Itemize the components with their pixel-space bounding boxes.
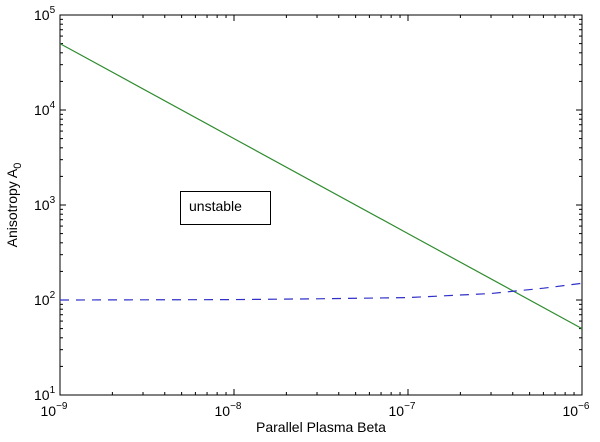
dashed-series-line — [59, 282, 583, 301]
series-layer — [59, 43, 583, 330]
solid-series-line — [59, 43, 583, 330]
y-tick-label: 101 — [34, 385, 56, 403]
y-axis-label: Anisotropy A0 — [4, 163, 24, 248]
x-axis-label: Parallel Plasma Beta — [256, 419, 386, 435]
plot-area — [59, 14, 583, 396]
x-tick-label: 10−6 — [563, 401, 590, 419]
y-tick-label: 103 — [34, 195, 56, 213]
x-tick-label: 10−9 — [41, 401, 68, 419]
x-tick-label: 10−7 — [389, 401, 416, 419]
y-tick-label: 105 — [34, 5, 56, 23]
unstable-annotation: unstable — [180, 191, 271, 225]
y-tick-labels: 101 102 103 104 105 — [34, 5, 56, 403]
x-tick-label: 10−8 — [215, 401, 242, 419]
y-tick-label: 102 — [34, 290, 56, 308]
y-tick-label: 104 — [34, 100, 56, 118]
axis-ticks — [59, 14, 583, 396]
x-tick-labels: 10−9 10−8 10−7 10−6 — [41, 401, 590, 419]
